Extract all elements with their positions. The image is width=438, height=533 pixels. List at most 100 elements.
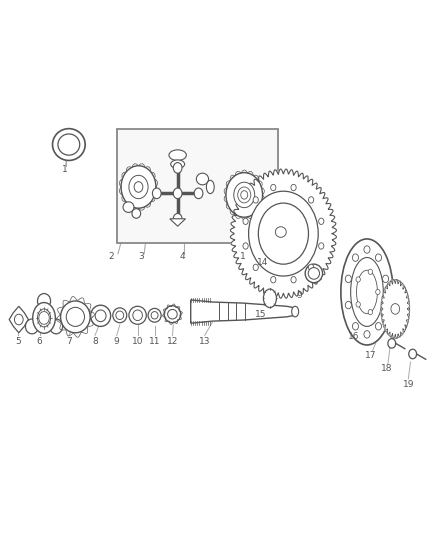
Text: 13: 13 (199, 337, 210, 346)
Bar (117, 128, 278, 243)
Circle shape (238, 187, 251, 203)
Ellipse shape (381, 280, 410, 338)
Circle shape (382, 301, 389, 309)
Text: 9: 9 (297, 290, 302, 300)
Circle shape (14, 314, 23, 325)
Circle shape (308, 197, 314, 203)
Polygon shape (381, 279, 410, 338)
Text: 12: 12 (167, 337, 178, 346)
Circle shape (134, 182, 143, 192)
Circle shape (253, 197, 258, 203)
Circle shape (375, 254, 381, 261)
Circle shape (249, 191, 318, 276)
Ellipse shape (121, 166, 156, 208)
Text: 17: 17 (365, 351, 376, 360)
Ellipse shape (292, 306, 299, 317)
Circle shape (345, 275, 351, 282)
Ellipse shape (169, 150, 186, 160)
Ellipse shape (66, 308, 85, 326)
Circle shape (376, 289, 380, 295)
Ellipse shape (116, 311, 124, 319)
Ellipse shape (132, 209, 141, 218)
Circle shape (271, 184, 276, 191)
Ellipse shape (409, 349, 417, 359)
Text: 16: 16 (348, 332, 360, 341)
Ellipse shape (33, 303, 55, 333)
Ellipse shape (123, 202, 134, 213)
Circle shape (241, 191, 248, 199)
Ellipse shape (152, 188, 161, 199)
Ellipse shape (95, 310, 106, 321)
Ellipse shape (173, 163, 182, 173)
Text: 14: 14 (257, 258, 268, 266)
Ellipse shape (388, 338, 396, 348)
Polygon shape (191, 300, 295, 323)
Circle shape (375, 322, 381, 330)
Circle shape (291, 277, 296, 283)
Ellipse shape (308, 268, 320, 279)
Text: 7: 7 (66, 337, 72, 346)
Circle shape (353, 254, 359, 261)
Text: 4: 4 (179, 253, 185, 262)
Circle shape (253, 264, 258, 271)
Ellipse shape (129, 306, 146, 324)
Circle shape (39, 312, 49, 324)
Text: 2: 2 (109, 253, 114, 262)
Ellipse shape (25, 319, 39, 334)
Polygon shape (230, 169, 336, 298)
Ellipse shape (196, 173, 208, 185)
Text: 1: 1 (62, 165, 67, 174)
Ellipse shape (305, 264, 322, 282)
Ellipse shape (226, 173, 262, 217)
Text: 3: 3 (138, 253, 144, 262)
Ellipse shape (234, 182, 254, 208)
Ellipse shape (129, 175, 148, 199)
Polygon shape (9, 306, 28, 333)
Ellipse shape (91, 305, 111, 326)
Text: 15: 15 (254, 310, 266, 319)
Circle shape (391, 304, 399, 314)
Text: 6: 6 (37, 337, 42, 346)
Ellipse shape (38, 309, 50, 327)
Circle shape (364, 330, 370, 338)
Ellipse shape (49, 319, 63, 334)
Text: 1: 1 (240, 253, 246, 262)
Ellipse shape (276, 227, 286, 237)
Circle shape (368, 269, 372, 274)
Text: 8: 8 (92, 337, 98, 346)
Ellipse shape (194, 188, 203, 199)
Ellipse shape (151, 312, 158, 319)
Ellipse shape (173, 214, 182, 224)
Ellipse shape (341, 239, 393, 345)
Polygon shape (170, 219, 185, 226)
Ellipse shape (263, 289, 276, 308)
Ellipse shape (133, 310, 142, 320)
Circle shape (356, 277, 360, 282)
Circle shape (318, 243, 324, 249)
Circle shape (345, 301, 351, 309)
Circle shape (173, 188, 182, 199)
Circle shape (382, 275, 389, 282)
Ellipse shape (164, 306, 181, 322)
Circle shape (356, 302, 360, 307)
Ellipse shape (53, 128, 85, 160)
Ellipse shape (171, 160, 185, 168)
Text: 10: 10 (132, 337, 143, 346)
Ellipse shape (148, 309, 161, 322)
Text: 11: 11 (149, 337, 160, 346)
Circle shape (291, 184, 296, 191)
Circle shape (364, 246, 370, 253)
Ellipse shape (272, 224, 289, 240)
Text: 5: 5 (15, 337, 21, 346)
Text: 18: 18 (381, 365, 392, 373)
Circle shape (243, 218, 248, 224)
Circle shape (318, 218, 324, 224)
Text: 19: 19 (403, 379, 414, 389)
Ellipse shape (357, 270, 378, 314)
Circle shape (368, 310, 372, 315)
Ellipse shape (113, 308, 127, 322)
Circle shape (308, 264, 314, 271)
Circle shape (258, 203, 308, 264)
Circle shape (243, 243, 248, 249)
Ellipse shape (168, 310, 177, 319)
